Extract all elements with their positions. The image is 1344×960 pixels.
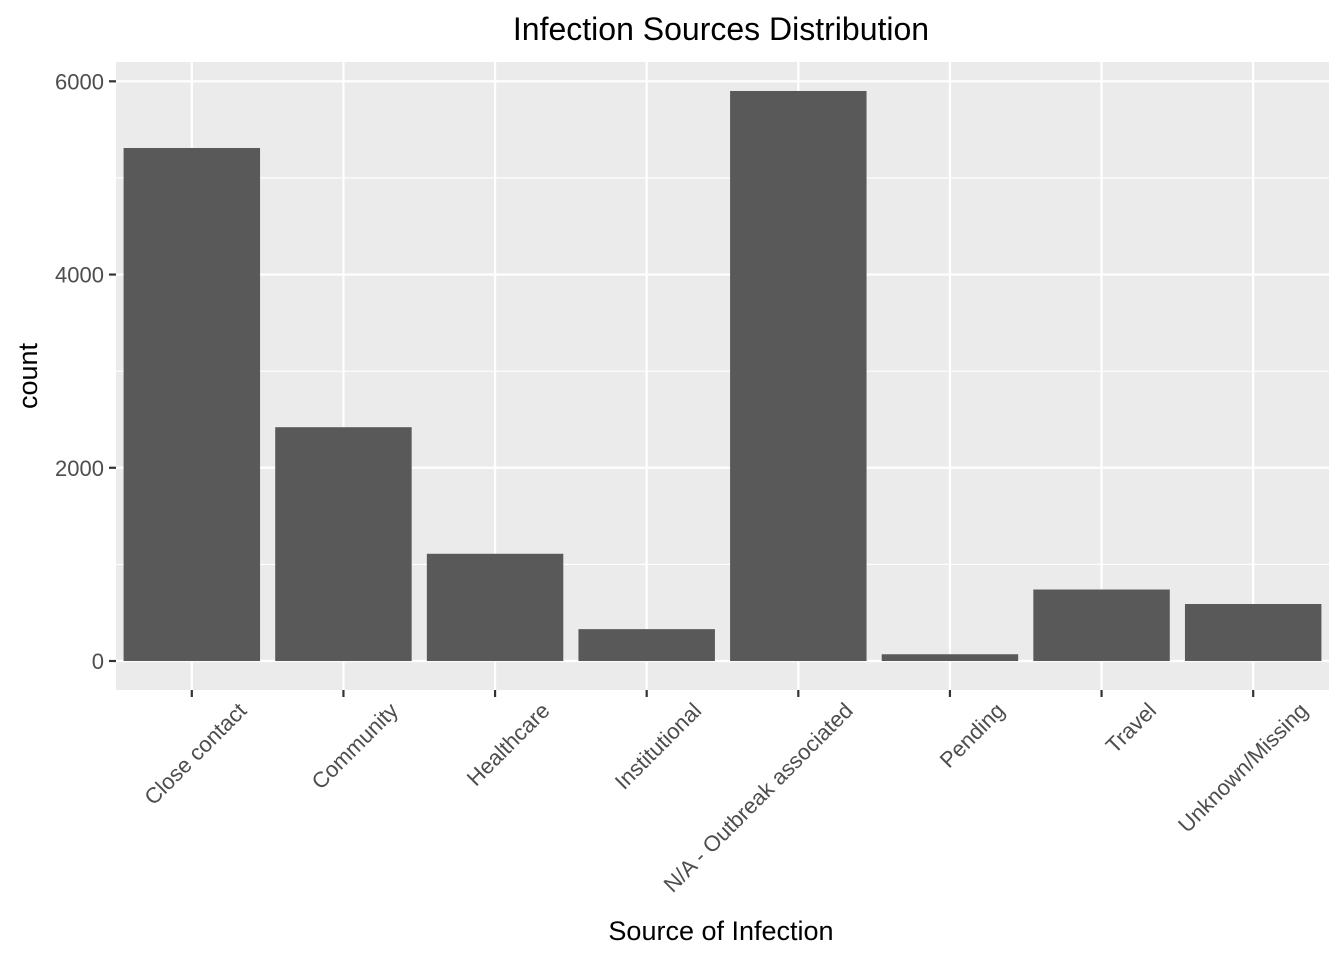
y-axis-title: count (13, 342, 43, 409)
x-tick-label: Travel (1101, 698, 1161, 758)
y-tick-label: 6000 (55, 69, 104, 94)
x-tick-label: Institutional (610, 698, 706, 794)
bar-6 (1033, 589, 1170, 662)
x-axis: Close contact Community Healthcare Institut… (139, 690, 1313, 897)
x-tick-label: Unknown/Missing (1173, 698, 1313, 838)
bar-7 (1184, 604, 1322, 662)
y-tick-label: 4000 (55, 263, 104, 288)
y-tick-label: 0 (92, 649, 104, 674)
x-tick-label: Pending (935, 698, 1010, 773)
x-tick-label: Community (307, 698, 403, 794)
bar-4 (730, 90, 867, 662)
y-tick-label: 2000 (55, 456, 104, 481)
bars (123, 90, 1322, 662)
bar-2 (426, 553, 564, 662)
x-axis-title: Source of Infection (608, 916, 833, 946)
chart-title: Infection Sources Distribution (513, 11, 929, 47)
bar-0 (123, 147, 261, 662)
x-tick-label: Healthcare (462, 698, 555, 791)
x-tick-label: Close contact (139, 698, 251, 810)
bar-5 (881, 654, 1019, 662)
bar-1 (275, 427, 412, 662)
y-axis: 0 2000 4000 6000 (55, 69, 116, 674)
bar-3 (578, 629, 715, 662)
